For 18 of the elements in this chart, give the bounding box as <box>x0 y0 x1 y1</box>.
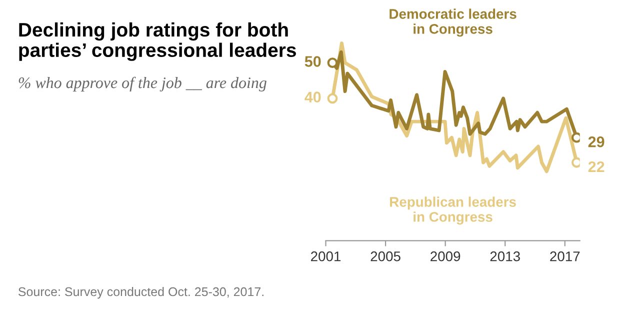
point <box>571 157 580 168</box>
point <box>327 93 338 104</box>
x-tick-label: 2005 <box>370 251 400 262</box>
x-tick-label: 2013 <box>490 251 520 262</box>
text: Democratic leaders in Congress <box>390 8 516 37</box>
source-note: Source: Survey conducted Oct. 25-30, 2017. <box>18 286 264 299</box>
point <box>571 132 580 143</box>
point <box>327 58 338 68</box>
data-label: 29 <box>588 136 604 148</box>
text: % who approve of the job __ are doing <box>18 76 266 92</box>
x-tick-label: 2001 <box>311 251 341 262</box>
text: Declining job ratings for both parties’ congressional leaders <box>19 22 296 61</box>
x-tick-label: 2017 <box>550 251 580 262</box>
data-label: 22 <box>588 161 604 172</box>
text: Republican leaders in Congress <box>390 196 516 225</box>
data-label: 40 <box>304 92 321 103</box>
x-tick-label: 2009 <box>430 251 460 262</box>
data-label: 50 <box>304 56 321 67</box>
